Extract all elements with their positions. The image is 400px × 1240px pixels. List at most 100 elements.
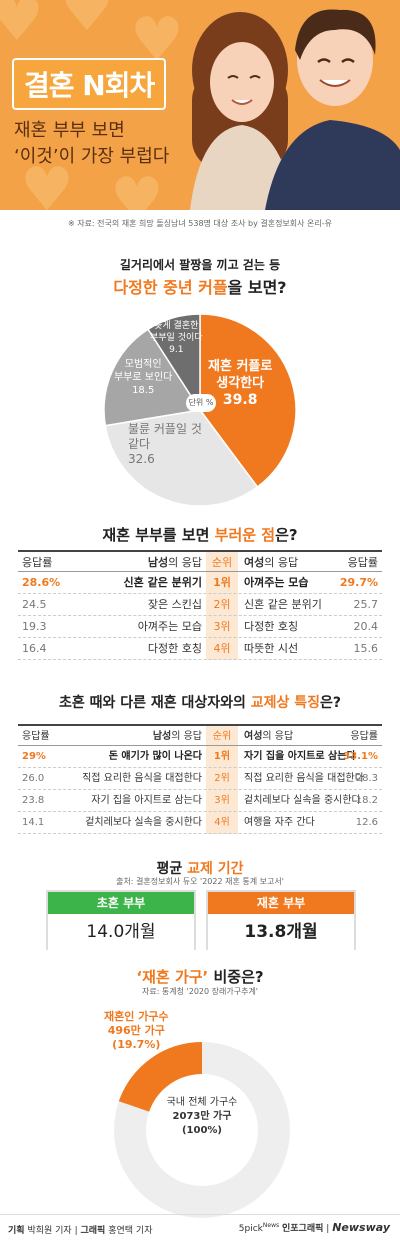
table-row: 24.5 잦은 스킨십 2위 신혼 같은 분위기 25.7: [18, 594, 382, 616]
headline-subtitle: 재혼 부부 보면 ‘이것’이 가장 부럽다: [14, 118, 169, 170]
header-male-bold: 남성: [152, 731, 172, 742]
table-header-row: 응답률 남성의 응답 순위 여성의 응답 응답률: [18, 724, 382, 746]
table-row: 16.4 다정한 호칭 4위 따뜻한 시선 15.6: [18, 638, 382, 660]
rank: 1위: [213, 751, 231, 762]
section3-title-part1: 초혼 때와 다른 재혼 대상자와의: [58, 695, 251, 711]
label-value: 39.8: [222, 392, 258, 408]
subtitle-line-2: ‘이것’이 가장 부럽다: [14, 146, 170, 167]
survey-source-note: ※ 자료: 전국의 재혼 희망 돌싱남녀 538명 대상 조사 by 결혼정보회…: [67, 219, 333, 228]
plan-name: 박희원 기자: [27, 1226, 72, 1236]
first-marriage-label: 초혼 부부: [48, 892, 194, 914]
answer-female: 여행을 자주 간다: [244, 817, 315, 828]
household-pie-chart: [114, 1042, 290, 1218]
rank-column-bg: [206, 724, 238, 834]
brand-sup: News: [262, 1222, 280, 1229]
rank: 2위: [213, 598, 231, 611]
rank: 4위: [213, 642, 231, 655]
answer-male: 겉치레보다 실속을 중시한다: [85, 817, 202, 828]
answer-male: 자기 집을 아지트로 삼는다: [91, 795, 202, 806]
brand-prefix: 5pick: [238, 1224, 263, 1234]
remarriage-value: 13.8개월: [208, 914, 354, 950]
header-rank: 순위: [212, 731, 232, 742]
section4-title-part1: 평균: [156, 861, 188, 877]
rate-left: 14.1: [22, 817, 45, 828]
rank: 4위: [214, 817, 230, 828]
answer-male: 다정한 호칭: [147, 642, 202, 655]
header-rate-left: 응답률: [22, 556, 53, 569]
section5-title-rest: 비중은?: [208, 968, 264, 986]
label-line: 늦게 결혼한: [154, 321, 199, 331]
graphic-name: 홍연택 기자: [108, 1226, 153, 1236]
pie1-label-affair: 불륜 커플일 것 같다 32.6: [128, 422, 202, 467]
rate-left: 23.8: [22, 795, 45, 806]
impression-pie-chart: [103, 313, 297, 507]
header-male-rest: 의 응답: [168, 556, 202, 569]
rate-right: 18.2: [355, 795, 378, 806]
header-female-bold: 여성: [244, 556, 265, 569]
label-line: 496만 가구: [107, 1024, 165, 1037]
rate-left: 28.6%: [22, 576, 61, 589]
unit-label: 단위 %: [186, 394, 216, 412]
rate-left: 26.0: [22, 773, 45, 784]
table-row: 19.3 아껴주는 모습 3위 다정한 호칭 20.4: [18, 616, 382, 638]
answer-female: 직접 요리한 음식을 대접한다: [244, 773, 364, 784]
rate-right: 28.3: [355, 773, 378, 784]
section2-title-part1: 재혼 부부를 보면: [102, 526, 215, 544]
header-male: 남성의 응답: [82, 726, 202, 748]
section4-source: 출처: 결혼정보회사 듀오 '2022 재혼 통계 보고서': [116, 877, 284, 886]
answer-male: 직접 요리한 음식을 대접한다: [82, 773, 202, 784]
section4-title-highlight: 교제 기간: [187, 861, 244, 877]
header-male-bold: 남성: [147, 556, 169, 569]
table-header-row: 응답률 남성의 응답 순위 여성의 응답 응답률: [18, 550, 382, 572]
header-rate-right: 응답률: [350, 731, 378, 742]
table-row: 28.6% 신혼 같은 분위기 1위 아껴주는 모습 29.7%: [18, 572, 382, 594]
table-row: 23.8 자기 집을 아지트로 삼는다 3위 겉치레보다 실속을 중시한다 18…: [18, 790, 382, 812]
header-rate-left: 응답률: [22, 731, 50, 742]
section5-title: ‘재혼 가구’ 비중은?: [0, 966, 400, 987]
first-marriage-box: 초혼 부부 14.0개월: [46, 890, 196, 950]
label-line: 부부일 것이다: [150, 333, 203, 343]
section3-title-part2: 은?: [320, 695, 342, 711]
rank: 1위: [213, 576, 231, 589]
remarriage-label: 재혼 부부: [208, 892, 354, 914]
label-line: 국내 전체 가구수: [166, 1097, 238, 1108]
label-line: 재혼 커플로: [208, 359, 273, 374]
plan-label: 기획: [8, 1226, 25, 1236]
header-female-rest: 의 응답: [262, 731, 294, 742]
header-female: 여성의 응답: [244, 552, 354, 574]
brand-main: 인포그래픽: [282, 1224, 324, 1234]
dating-table: 응답률 남성의 응답 순위 여성의 응답 응답률 29% 돈 얘기가 많이 나온…: [18, 724, 382, 840]
rate-left: 29%: [22, 751, 46, 762]
answer-female: 겉치레보다 실속을 중시한다: [244, 795, 361, 806]
label-line: (19.7%): [112, 1038, 161, 1051]
section1-title-highlight: 다정한 중년 커플: [113, 278, 228, 297]
label-line: 같다: [128, 437, 151, 451]
pie-slice-1: [104, 409, 259, 507]
rate-left: 16.4: [22, 642, 47, 655]
section1-title-line2: 다정한 중년 커플을 보면?: [0, 274, 400, 298]
heart-decoration-icon: ♥: [60, 0, 114, 45]
divider: |: [74, 1226, 78, 1236]
section4-title: 평균 교제 기간: [0, 858, 400, 878]
headline-title: 결혼 N회차: [12, 58, 167, 110]
brand-outlet: Newsway: [332, 1221, 390, 1234]
rank-column-bg: [206, 550, 238, 660]
section2-title-highlight: 부러운 점: [214, 526, 276, 544]
section5-title-highlight: ‘재혼 가구’: [136, 968, 209, 986]
header-female-bold: 여성: [244, 731, 263, 742]
rate-right: 20.4: [353, 620, 379, 633]
section1-title-rest: 을 보면?: [227, 278, 287, 297]
section2-title: 재혼 부부를 보면 부러운 점은?: [0, 524, 400, 545]
remarriage-box: 재혼 부부 13.8개월: [206, 890, 356, 950]
header-male: 남성의 응답: [82, 552, 202, 574]
envy-table: 응답률 남성의 응답 순위 여성의 응답 응답률 28.6% 신혼 같은 분위기…: [18, 550, 382, 666]
answer-female: 신혼 같은 분위기: [244, 598, 322, 611]
couple-illustration: [190, 9, 400, 210]
header-male-rest: 의 응답: [171, 731, 202, 742]
section5-source: 자료: 통계청 '2020 장래가구추계': [141, 987, 259, 996]
pie1-label-late: 늦게 결혼한 부부일 것이다 9.1: [150, 320, 203, 356]
brand-logo: 5pickNews 인포그래픽 | Newsway: [239, 1221, 390, 1234]
label-line: 재혼인 가구수: [104, 1010, 169, 1023]
rate-left: 24.5: [22, 598, 47, 611]
rate-right: 12.6: [355, 817, 378, 828]
